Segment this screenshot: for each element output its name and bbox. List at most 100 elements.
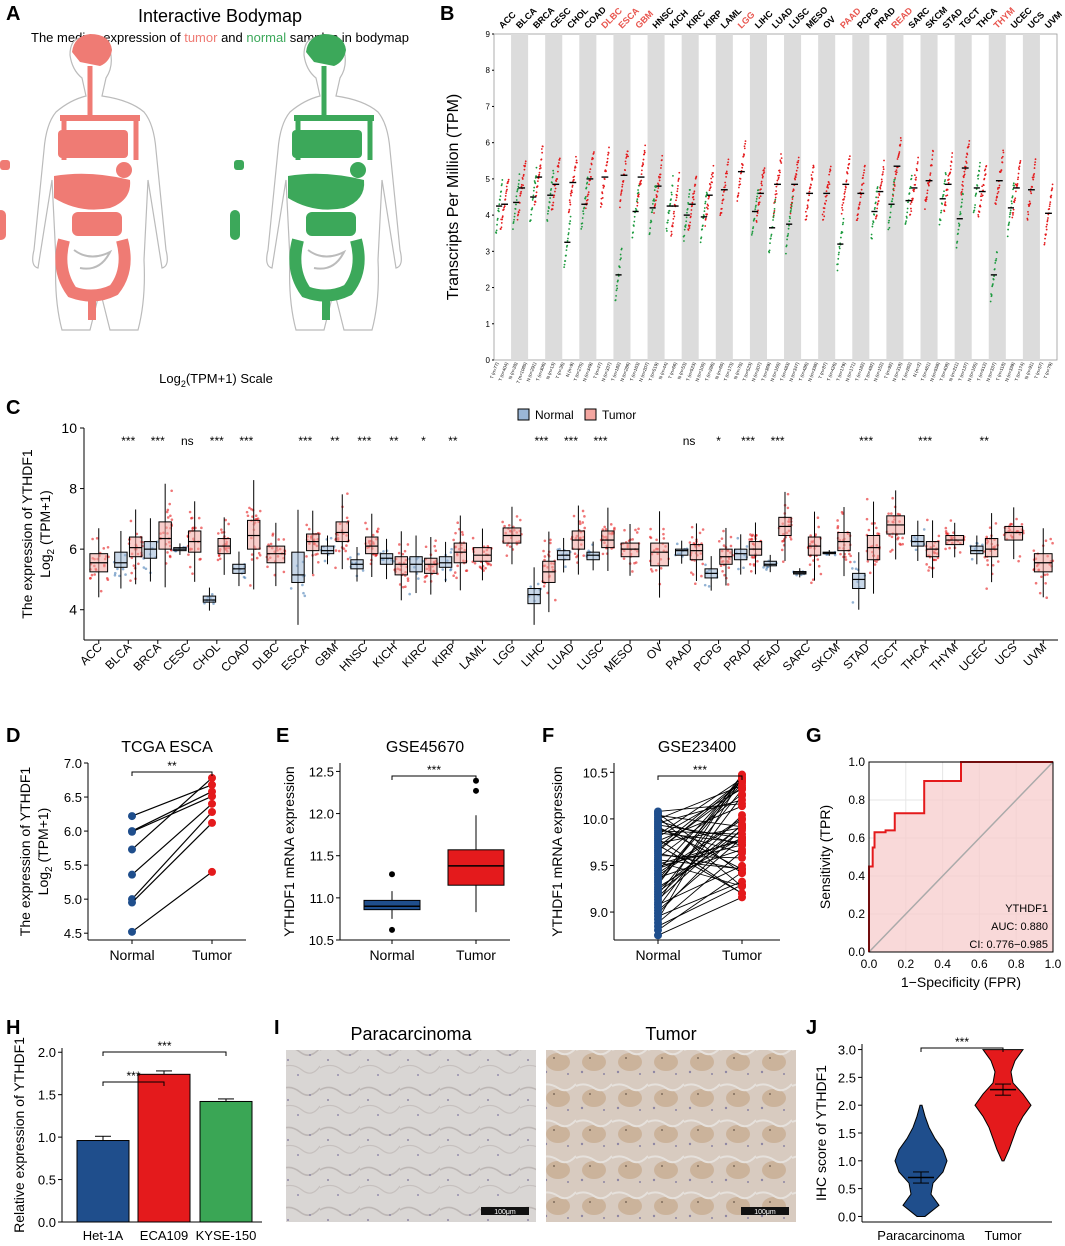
normal-point-7: [128, 927, 136, 936]
tumor-MESO-point: [634, 561, 638, 564]
tumor-dot: [899, 143, 902, 146]
normal-dot: [788, 224, 790, 227]
tumor-dot: [606, 157, 609, 160]
normal-dot: [838, 245, 841, 248]
tumor-dot: [893, 185, 896, 187]
tumor-dot: [538, 173, 541, 176]
normal-dot: [842, 217, 845, 220]
tumor-KICH-point: [397, 551, 401, 555]
tumor-dot: [640, 173, 643, 176]
tumor-dot: [1000, 157, 1003, 159]
normal-dot: [518, 173, 521, 176]
normal-dot: [512, 228, 514, 231]
sig-bracket: [920, 1047, 1004, 1052]
normal-dot: [939, 219, 942, 222]
tumor-dot: [690, 212, 692, 215]
tumor-UCS-point: [1015, 517, 1018, 521]
sig-UCEC: **: [980, 434, 990, 448]
tumor-point-48: [738, 781, 746, 790]
normal-dot: [635, 209, 638, 212]
tumor-COAD-point: [246, 514, 250, 518]
normal-dot: [755, 204, 757, 207]
normal-dot: [668, 209, 671, 212]
pair-line-6: [657, 828, 743, 914]
sig-bracket: [391, 775, 477, 780]
tumor-dot: [670, 230, 673, 233]
tumor-dot: [792, 189, 795, 191]
normal-dot: [637, 191, 640, 194]
pair-line-25: [657, 844, 743, 867]
tumor-SKCM-point: [848, 552, 851, 556]
tumor-dot: [946, 194, 949, 197]
xtick-count: N (n=337): [985, 361, 997, 382]
xtick-count: T (n=486): [798, 361, 810, 382]
tumor-dot: [844, 188, 847, 191]
tumor-dot: [1044, 237, 1046, 240]
tumor-dot: [1032, 178, 1035, 181]
tumor-dot: [692, 195, 695, 198]
tumor-dot: [823, 215, 826, 218]
xtick-label: 0.2: [897, 957, 914, 971]
normal-dot: [1008, 221, 1011, 224]
normal-dot: [891, 193, 894, 196]
normal-STAD-point: [853, 560, 856, 564]
band-KIRC: [681, 34, 699, 360]
tumor-LGG-point: [519, 518, 522, 522]
tumor-dot: [1019, 161, 1022, 164]
tumor-dot: [882, 171, 884, 173]
tumor-dot: [844, 191, 846, 193]
normal-dot: [615, 295, 617, 297]
xtick-label-UVM: UVM: [1021, 640, 1050, 669]
normal-PRAD-point: [736, 536, 740, 540]
tumor-UCEC-point: [991, 563, 995, 567]
normal-dot: [496, 219, 499, 221]
xtick-count: N (n=100): [694, 361, 706, 382]
sig-label: ***: [427, 763, 441, 777]
tumor-HNSC-box: [365, 536, 379, 555]
tumor-dot: [978, 211, 981, 213]
tumor-dot: [723, 186, 726, 189]
tumor-DLBC-box: [266, 545, 286, 564]
tumor-dot: [1000, 169, 1003, 171]
normal-dot: [546, 220, 549, 222]
panel-label-h: H: [6, 1017, 20, 1039]
tumor-dot: [705, 206, 708, 209]
brain: [72, 34, 112, 66]
tumor-dot: [1050, 194, 1053, 197]
tumor-dot: [524, 160, 527, 163]
tumor-dot: [910, 201, 913, 204]
normal-dot: [517, 185, 520, 188]
tumor-dot: [774, 200, 776, 202]
tumor-CHOL-point: [227, 522, 230, 526]
tumor-dot: [1051, 188, 1053, 191]
normal-dot: [584, 196, 587, 198]
tumor-dot: [711, 181, 713, 184]
tumor-dot: [709, 186, 712, 189]
tumor-DLBC-point: [277, 538, 280, 541]
normal-dot: [1010, 200, 1013, 203]
ytick-9: 9: [486, 30, 491, 39]
xtick-label-COAD: COAD: [218, 640, 253, 675]
tumor-dot: [758, 201, 761, 204]
tumor-MESO-point: [631, 570, 634, 573]
xtick-label-BLCA: BLCA: [102, 640, 134, 672]
normal-dot: [871, 223, 874, 225]
ytick-10: 10: [61, 420, 77, 436]
tumor-UCS-point: [1009, 522, 1012, 526]
pair-line-5: [657, 881, 743, 917]
tumor-SKCM-point: [836, 525, 840, 528]
tumor-dot: [916, 162, 919, 165]
tumor-READ-point: [789, 535, 792, 539]
tumor-dot: [843, 195, 846, 198]
tumor-dot: [825, 190, 828, 193]
tumor-dot: [1018, 168, 1021, 171]
tumor-dot: [739, 183, 742, 186]
tumor-dot: [882, 168, 885, 171]
tumor-THCA-point: [936, 556, 940, 560]
tumor-dot: [1029, 202, 1032, 205]
tumor-LUAD-point: [583, 515, 586, 518]
xtick-label-KICH: KICH: [370, 640, 400, 670]
normal-dot: [989, 300, 992, 303]
tumor-dot: [724, 184, 727, 187]
tumor-STAD-point: [873, 521, 876, 525]
